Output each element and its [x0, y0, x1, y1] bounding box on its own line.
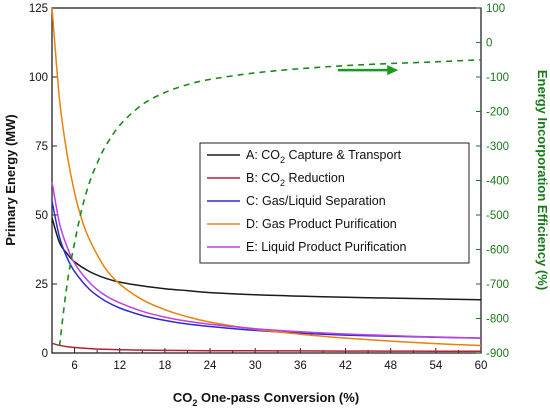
y-tick-label: 25	[35, 279, 48, 291]
x-tick-label: 18	[158, 360, 171, 372]
y2-tick-label: -700	[486, 279, 509, 291]
x-tick-label: 54	[429, 360, 442, 372]
series-lines	[51, 7, 482, 352]
legend-label: B: CO2 Reduction	[246, 171, 345, 188]
annotation-arrow-head	[387, 65, 399, 76]
y2-tick-label: -400	[486, 176, 509, 188]
series-line-2	[51, 201, 482, 339]
y2-tick-label: 100	[486, 3, 505, 15]
y-tick-label: 0	[42, 348, 48, 360]
x-tick-label: 12	[113, 360, 126, 372]
y2-tick-label: -100	[486, 72, 509, 84]
series-line-5	[58, 59, 482, 347]
x-tick-label: 48	[384, 360, 397, 372]
y2-tick-label: -800	[486, 314, 509, 326]
y-tick-label: 75	[35, 141, 48, 153]
legend-label: C: Gas/Liquid Separation	[246, 194, 386, 208]
x-tick-label: 30	[249, 360, 262, 372]
x-axis-title-rest: One-pass Conversion (%)	[197, 390, 359, 405]
legend-label: D: Gas Product Purification	[246, 217, 397, 231]
y2-tick-label: -200	[486, 107, 509, 119]
x-axis-title: CO2 One-pass Conversion (%)	[173, 390, 359, 408]
x-tick-label: 42	[339, 360, 352, 372]
series-line-3	[51, 7, 482, 347]
y-tick-label: 50	[35, 210, 48, 222]
x-axis-title-sub: 2	[192, 398, 197, 408]
x-tick-label: 6	[71, 360, 77, 372]
legend-box	[199, 142, 470, 264]
y2-tick-label: -600	[486, 245, 509, 257]
legend-label: E: Liquid Product Purification	[246, 240, 407, 254]
legend: A: CO2 Capture & Transport B: CO2 Reducti…	[199, 142, 470, 264]
x-tick-label: 24	[204, 360, 217, 372]
ticks: 6 12 18 24 30 36 42 48 54 60 0 25 50 75 100 125 100 0 -100…	[29, 3, 509, 372]
y-tick-label: 125	[29, 3, 48, 15]
y-tick-label: 100	[29, 72, 48, 84]
x-tick-label: 60	[475, 360, 488, 372]
y2-tick-label: -300	[486, 141, 509, 153]
y2-tick-label: 0	[486, 38, 492, 50]
y2-axis-title: Energy Incorporation Efficiency (%)	[535, 70, 550, 290]
x-tick-label: 36	[294, 360, 307, 372]
y2-tick-label: -500	[486, 210, 509, 222]
x-axis-title-main: CO	[173, 390, 193, 405]
y-axis-title: Primary Energy (MW)	[3, 114, 18, 245]
y2-tick-label: -900	[486, 348, 509, 360]
annotation	[338, 65, 399, 76]
series-line-1	[51, 342, 481, 352]
legend-label: A: CO2 Capture & Transport	[246, 148, 402, 165]
